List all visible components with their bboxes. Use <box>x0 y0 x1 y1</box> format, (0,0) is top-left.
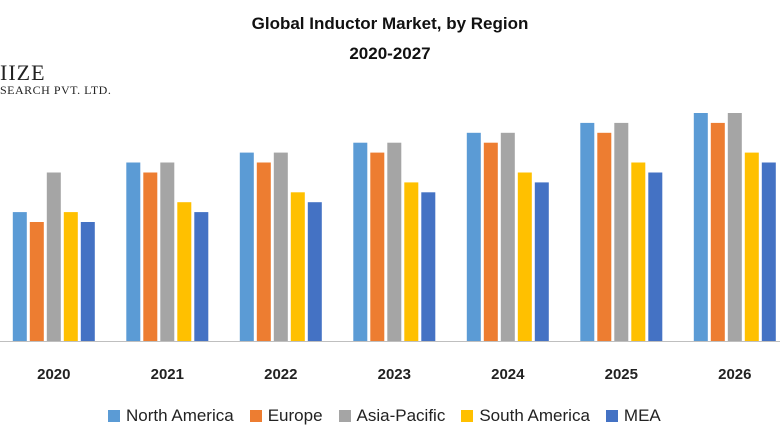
bar-north-america-2024 <box>466 132 481 341</box>
legend-label: MEA <box>623 406 661 425</box>
bar-south-america-2025 <box>631 162 646 341</box>
bar-mea-2020 <box>80 222 95 341</box>
legend-swatch <box>338 410 351 422</box>
legend-label: North America <box>126 406 234 425</box>
x-tick-label: 2024 <box>491 366 525 383</box>
bar-south-america-2022 <box>290 192 305 341</box>
watermark-line-1: IIZE <box>0 60 46 85</box>
legend-label: South America <box>479 406 590 425</box>
bar-mea-2022 <box>307 202 322 341</box>
x-tick-label: 2026 <box>718 366 751 383</box>
bar-asia-pacific-2022 <box>273 152 288 341</box>
x-tick-label: 2021 <box>151 366 184 383</box>
bar-south-america-2021 <box>177 202 192 341</box>
bar-asia-pacific-2021 <box>160 162 175 341</box>
bar-south-america-2026 <box>744 152 759 341</box>
bar-mea-2025 <box>648 172 663 341</box>
bar-north-america-2026 <box>693 113 708 341</box>
x-tick-label: 2025 <box>605 366 638 383</box>
bar-asia-pacific-2025 <box>614 122 629 342</box>
legend-item: Europe <box>249 406 323 426</box>
x-tick-label: 2020 <box>37 366 70 383</box>
bar-asia-pacific-2023 <box>387 142 402 341</box>
bar-europe-2025 <box>597 132 612 341</box>
legend-swatch <box>461 410 474 422</box>
bar-mea-2023 <box>421 192 436 341</box>
watermark-logo: IIZE SEARCH PVT. LTD. <box>0 60 112 97</box>
legend-item: South America <box>461 406 590 426</box>
bar-north-america-2023 <box>353 142 368 341</box>
legend-swatch <box>249 410 262 422</box>
watermark-line-2: SEARCH PVT. LTD. <box>0 83 112 97</box>
bar-north-america-2020 <box>12 212 27 341</box>
bar-south-america-2023 <box>404 182 419 341</box>
bar-europe-2026 <box>710 122 725 342</box>
legend-label: Asia-Pacific <box>356 406 446 425</box>
legend-item: Asia-Pacific <box>338 406 446 426</box>
legend-item: North America <box>108 406 234 426</box>
bar-north-america-2025 <box>580 122 595 342</box>
chart-title: Global Inductor Market, by Region <box>251 14 529 33</box>
bar-north-america-2022 <box>239 152 254 341</box>
bar-europe-2022 <box>256 162 271 341</box>
bar-europe-2023 <box>370 152 385 341</box>
bar-south-america-2024 <box>517 172 532 341</box>
x-tick-label: 2022 <box>264 366 297 383</box>
chart-subtitle: 2020-2027 <box>349 44 431 63</box>
bar-europe-2021 <box>143 172 158 341</box>
bar-north-america-2021 <box>126 162 141 341</box>
bar-europe-2024 <box>483 142 498 341</box>
legend-swatch <box>108 410 120 422</box>
x-tick-label: 2023 <box>378 366 411 383</box>
bar-chart: 2020 2021 2022 2023 2024 2025 2026 <box>0 113 780 383</box>
legend-item: MEA <box>605 406 661 426</box>
bar-asia-pacific-2026 <box>727 113 742 341</box>
bar-europe-2020 <box>29 222 44 341</box>
bar-mea-2021 <box>194 212 209 341</box>
legend-swatch <box>605 410 618 422</box>
legend-label: Europe <box>267 406 323 425</box>
legend: North America Europe Asia-Pacific South Ame… <box>108 406 661 426</box>
bar-asia-pacific-2020 <box>46 172 61 341</box>
bar-asia-pacific-2024 <box>500 132 515 341</box>
bar-mea-2026 <box>761 162 776 341</box>
bar-south-america-2020 <box>63 212 78 341</box>
bar-mea-2024 <box>534 182 549 341</box>
